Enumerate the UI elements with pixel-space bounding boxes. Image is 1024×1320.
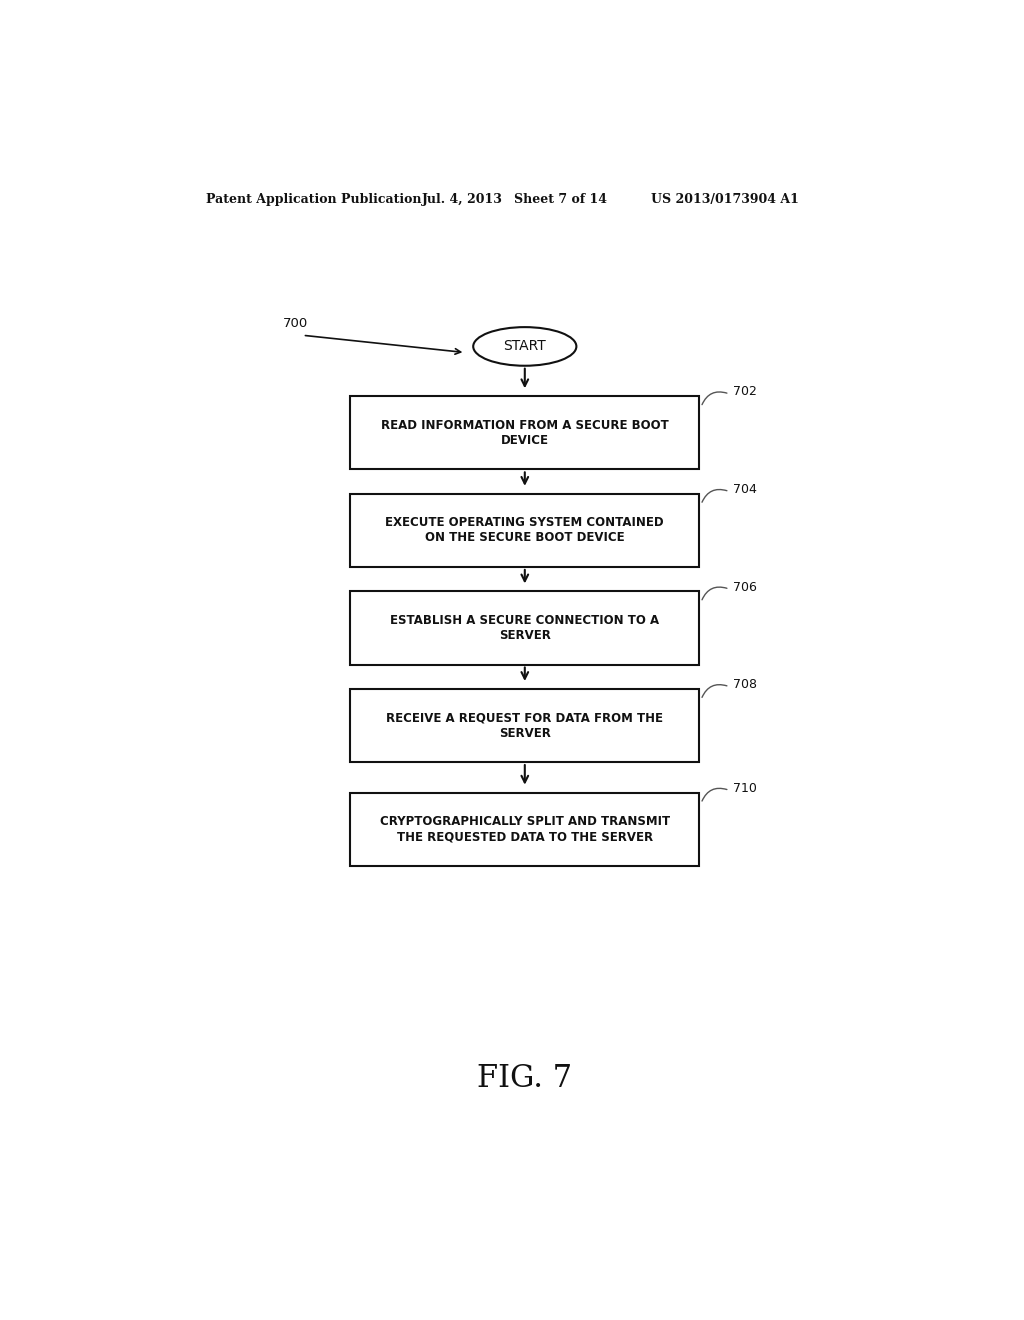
FancyBboxPatch shape <box>350 689 699 762</box>
Text: FIG. 7: FIG. 7 <box>477 1063 572 1094</box>
Text: 704: 704 <box>733 483 757 496</box>
FancyBboxPatch shape <box>350 396 699 470</box>
Text: READ INFORMATION FROM A SECURE BOOT
DEVICE: READ INFORMATION FROM A SECURE BOOT DEVI… <box>381 418 669 447</box>
Text: RECEIVE A REQUEST FOR DATA FROM THE
SERVER: RECEIVE A REQUEST FOR DATA FROM THE SERV… <box>386 711 664 739</box>
Text: EXECUTE OPERATING SYSTEM CONTAINED
ON THE SECURE BOOT DEVICE: EXECUTE OPERATING SYSTEM CONTAINED ON TH… <box>385 516 665 544</box>
Text: 702: 702 <box>733 385 757 399</box>
FancyBboxPatch shape <box>350 494 699 568</box>
Text: ESTABLISH A SECURE CONNECTION TO A
SERVER: ESTABLISH A SECURE CONNECTION TO A SERVE… <box>390 614 659 642</box>
Text: US 2013/0173904 A1: US 2013/0173904 A1 <box>651 193 799 206</box>
FancyBboxPatch shape <box>350 792 699 866</box>
Text: START: START <box>504 339 546 354</box>
Text: 708: 708 <box>733 678 757 692</box>
FancyBboxPatch shape <box>350 591 699 664</box>
Text: Patent Application Publication: Patent Application Publication <box>206 193 421 206</box>
Text: 710: 710 <box>733 781 757 795</box>
Text: Sheet 7 of 14: Sheet 7 of 14 <box>514 193 607 206</box>
Text: CRYPTOGRAPHICALLY SPLIT AND TRANSMIT
THE REQUESTED DATA TO THE SERVER: CRYPTOGRAPHICALLY SPLIT AND TRANSMIT THE… <box>380 816 670 843</box>
Text: Jul. 4, 2013: Jul. 4, 2013 <box>422 193 503 206</box>
Text: 700: 700 <box>283 317 308 330</box>
Text: 706: 706 <box>733 581 757 594</box>
